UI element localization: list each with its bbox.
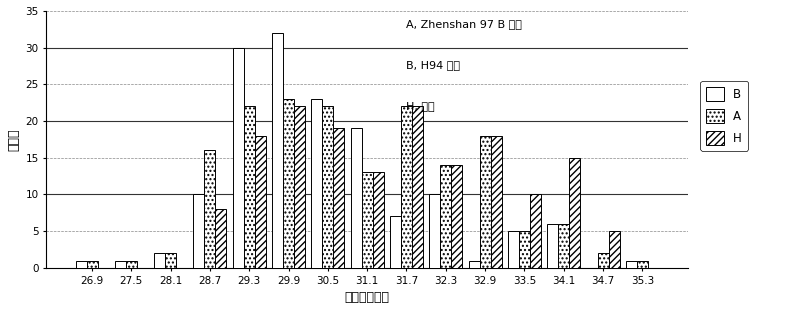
Bar (322, 106, 334, 268)
Bar (430, 194, 440, 268)
Bar (254, 136, 266, 268)
Bar (547, 224, 558, 268)
Bar (233, 48, 244, 268)
Bar (609, 231, 619, 268)
Bar (451, 165, 462, 268)
Bar (598, 253, 609, 268)
Bar (570, 158, 580, 268)
Bar (390, 216, 401, 268)
Bar (283, 99, 294, 268)
Bar (362, 172, 373, 268)
Bar (626, 261, 637, 268)
Y-axis label: 植株数: 植株数 (7, 128, 20, 151)
Bar (519, 231, 530, 268)
Bar (350, 128, 362, 268)
Bar (244, 106, 254, 268)
X-axis label: 粒宽（毫米）: 粒宽（毫米） (345, 291, 390, 304)
Bar (154, 253, 165, 268)
Bar (311, 99, 322, 268)
Bar (480, 136, 490, 268)
Bar (401, 106, 412, 268)
Bar (508, 231, 519, 268)
Bar (412, 106, 423, 268)
Bar (294, 106, 305, 268)
Bar (194, 194, 205, 268)
Bar (75, 261, 86, 268)
Bar (165, 253, 176, 268)
Bar (205, 151, 215, 268)
Bar (440, 165, 451, 268)
Bar (490, 136, 502, 268)
Bar (530, 194, 541, 268)
Bar (637, 261, 648, 268)
Bar (215, 209, 226, 268)
Bar (272, 33, 283, 268)
Text: B, H94 纯合: B, H94 纯合 (406, 60, 460, 70)
Legend: B, A, H: B, A, H (700, 81, 748, 151)
Bar (469, 261, 480, 268)
Bar (334, 128, 344, 268)
Bar (373, 172, 384, 268)
Bar (86, 261, 98, 268)
Text: A, Zhenshan 97 B 纯合: A, Zhenshan 97 B 纯合 (406, 19, 522, 29)
Bar (558, 224, 570, 268)
Bar (115, 261, 126, 268)
Text: H, 杂合: H, 杂合 (406, 101, 434, 111)
Bar (126, 261, 137, 268)
